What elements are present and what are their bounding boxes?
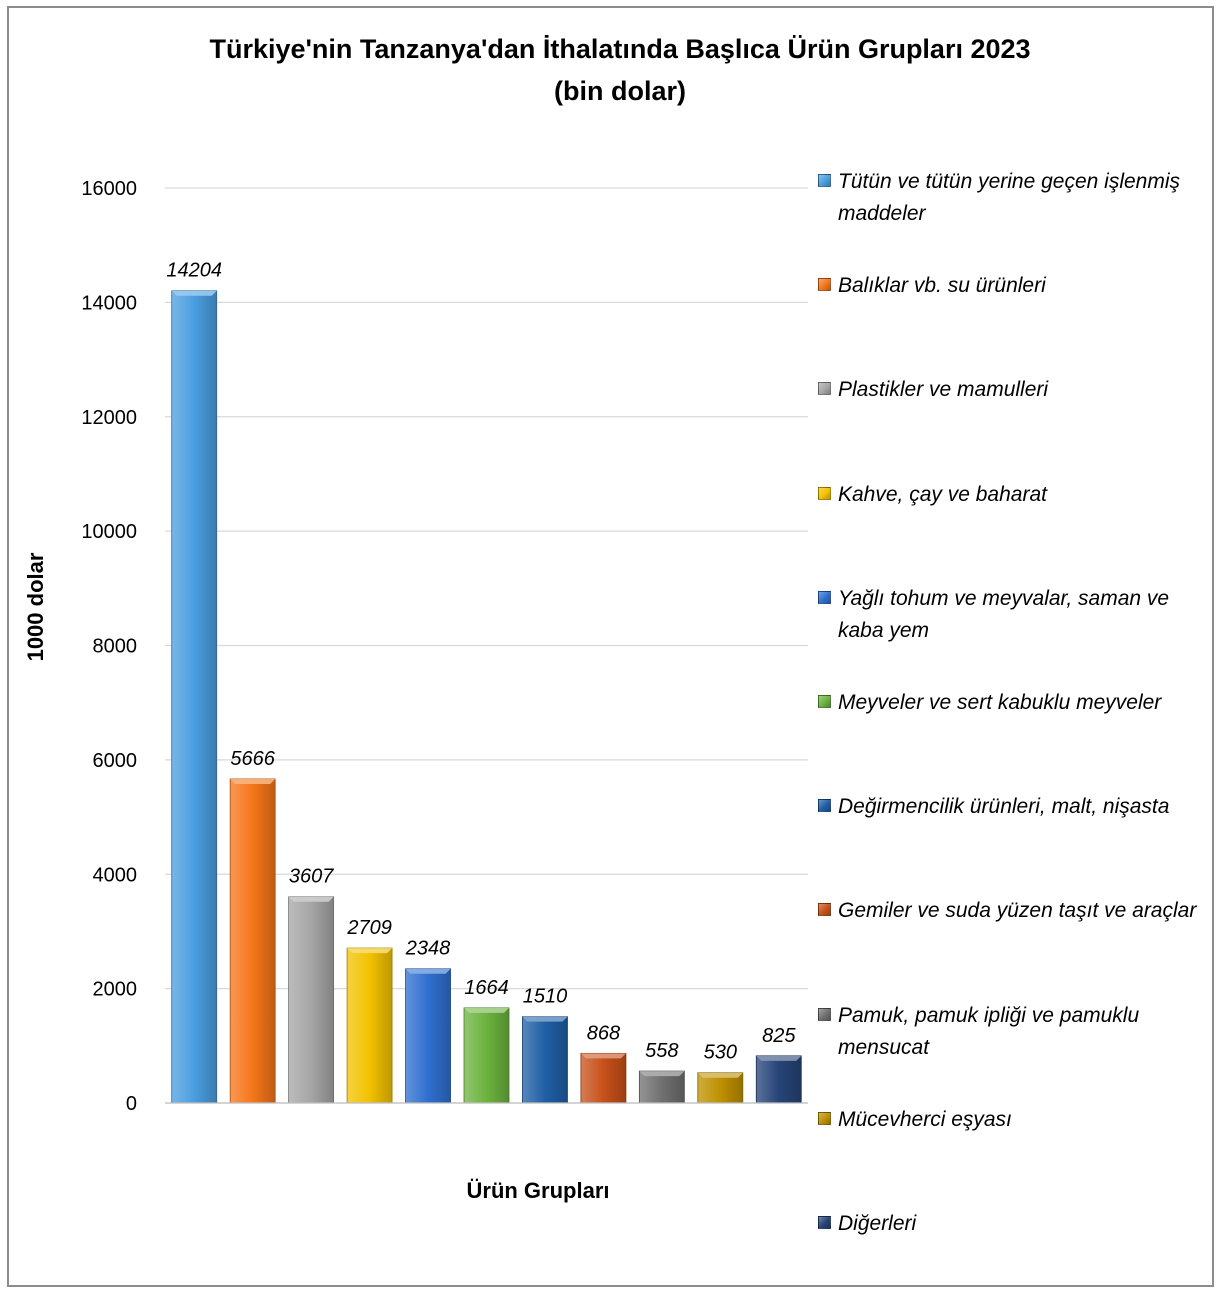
bar-bevel [347, 948, 393, 954]
data-label: 868 [587, 1022, 620, 1044]
bar-bevel [464, 1007, 509, 1013]
y-tick-label: 8000 [93, 636, 138, 658]
bar [522, 1016, 568, 1104]
y-tick-label: 4000 [93, 864, 138, 886]
bar-bevel [697, 1072, 743, 1078]
legend-swatch [818, 1111, 831, 1125]
y-tick-label: 6000 [93, 750, 138, 772]
legend-swatch [818, 1007, 831, 1021]
legend-entry: Gemiler ve suda yüzen taşıt ve araçlar [818, 895, 1210, 927]
bar [755, 1055, 802, 1104]
data-label: 1510 [523, 986, 568, 1008]
legend-entry: Meyveler ve sert kabuklu meyveler [818, 687, 1210, 719]
bar-body [171, 290, 218, 1104]
legend-label: Diğerleri [838, 1212, 917, 1235]
legend-label: Kahve, çay ve baharat [838, 482, 1047, 506]
legend-swatch [818, 799, 831, 813]
legend-entry: Yağlı tohum ve meyvalar, saman ve kaba y… [818, 583, 1210, 647]
bar-body [755, 1055, 802, 1104]
data-label: 2348 [405, 938, 451, 960]
legend-label: Meyveler ve sert kabuklu meyveler [838, 691, 1162, 714]
legend-swatch [818, 1216, 831, 1229]
legend-entry: Diğerleri [818, 1208, 1210, 1240]
legend-entry: Plastikler ve mamulleri [818, 374, 1210, 406]
bar-body [288, 896, 335, 1104]
legend-label: Tütün ve tütün yerine geçen işlenmiş mad… [838, 170, 1181, 225]
data-label: 5666 [230, 748, 275, 770]
bar-bevel [405, 968, 451, 974]
data-label: 3607 [289, 866, 334, 888]
legend-entry: Tütün ve tütün yerine geçen işlenmiş mad… [818, 166, 1210, 230]
legend-label: Yağlı tohum ve meyvalar, saman ve kaba y… [838, 586, 1170, 642]
bar [697, 1072, 744, 1104]
bar-body [346, 947, 393, 1104]
data-label: 530 [704, 1042, 737, 1064]
legend-entry: Pamuk, pamuk ipliği ve pamuklu mensucat [818, 1000, 1210, 1064]
data-label: 2709 [346, 917, 392, 939]
bar-body [463, 1007, 510, 1104]
legend-label: Plastikler ve mamulleri [838, 378, 1049, 402]
bar [171, 290, 218, 1104]
bar-bevel [171, 290, 217, 296]
bar [346, 947, 393, 1104]
data-label: 825 [762, 1025, 796, 1047]
legend-swatch [818, 486, 831, 500]
y-tick-label: 0 [126, 1093, 137, 1115]
data-label: 14204 [166, 260, 222, 282]
chart-title: Türkiye'nin Tanzanya'dan İthalatında Baş… [60, 28, 1180, 112]
legend-entry: Mücevherci eşyası [818, 1104, 1210, 1136]
bar [638, 1070, 685, 1104]
y-tick-label: 10000 [81, 521, 137, 543]
legend-label: Pamuk, pamuk ipliği ve pamuklu mensucat [838, 1003, 1140, 1059]
legend-swatch [818, 590, 831, 604]
bar-bevel [580, 1053, 626, 1059]
legend-swatch [818, 278, 831, 292]
bar-bevel [522, 1016, 568, 1022]
data-label: 558 [645, 1040, 678, 1062]
bar [229, 778, 276, 1104]
bar [405, 968, 451, 1104]
legend-label: Değirmencilik ürünleri, malt, nişasta [838, 795, 1170, 819]
bar [580, 1052, 627, 1104]
x-axis-label: Ürün Grupları [466, 1178, 610, 1203]
legend-label: Mücevherci eşyası [838, 1107, 1012, 1131]
bar-bevel [230, 778, 276, 784]
bar-body [638, 1070, 685, 1104]
legend-entry: Değirmencilik ürünleri, malt, nişasta [818, 791, 1210, 823]
legend-entry: Kahve, çay ve baharat [818, 479, 1210, 511]
y-tick-label: 2000 [93, 979, 138, 1001]
bar-bevel [639, 1071, 685, 1077]
chart-title-line-2: (bin dolar) [554, 76, 686, 106]
legend-swatch [818, 174, 831, 187]
bar-body [405, 968, 451, 1104]
chart-title-line-1: Türkiye'nin Tanzanya'dan İthalatında Baş… [209, 34, 1031, 64]
bar-bevel [756, 1055, 802, 1061]
legend-entry: Balıklar vb. su ürünleri [818, 270, 1210, 302]
y-tick-label: 12000 [81, 407, 137, 429]
legend-swatch [818, 903, 831, 917]
legend-swatch [818, 695, 831, 708]
bar-body [580, 1052, 627, 1104]
bar [288, 896, 335, 1104]
y-tick-label: 14000 [81, 292, 137, 314]
legend-swatch [818, 382, 831, 396]
data-label: 1664 [464, 977, 509, 999]
bar [463, 1007, 510, 1104]
y-tick-label: 16000 [81, 178, 137, 200]
legend-label: Balıklar vb. su ürünleri [838, 274, 1046, 298]
bar-body [522, 1016, 568, 1104]
legend-label: Gemiler ve suda yüzen taşıt ve araçlar [838, 899, 1197, 923]
bar-body [229, 778, 276, 1104]
bar-bevel [288, 896, 334, 902]
